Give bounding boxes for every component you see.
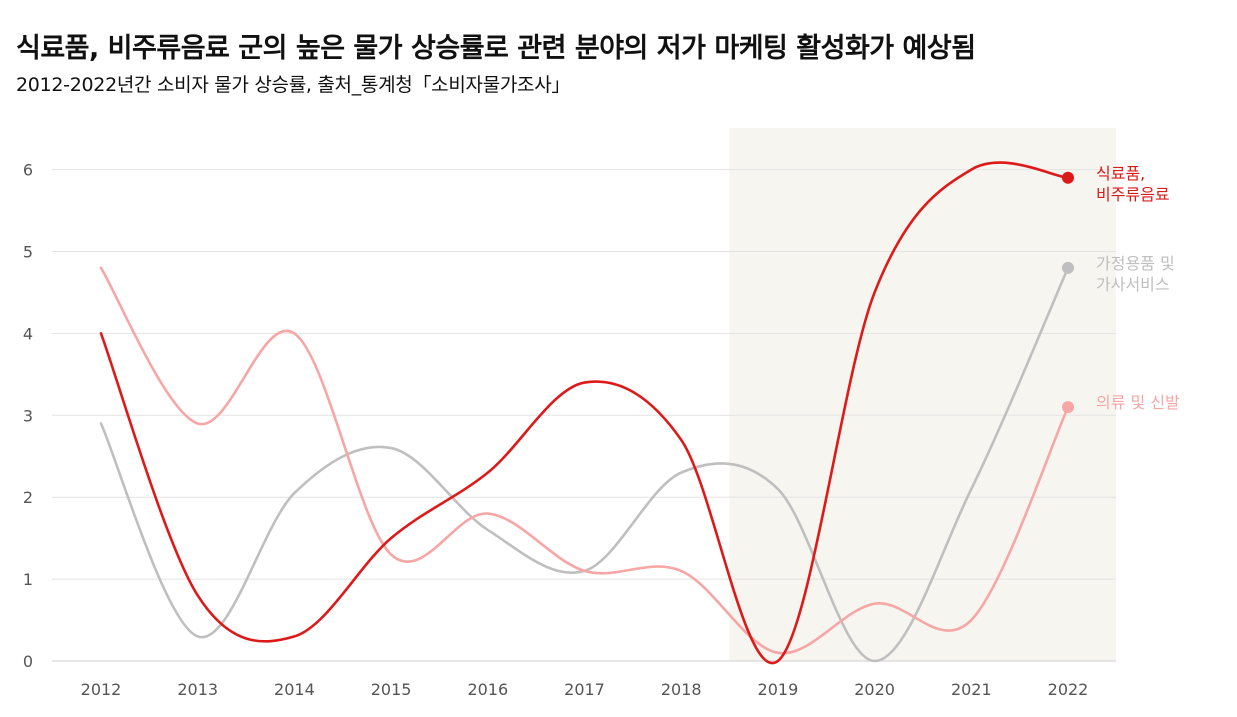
- x-tick-label: 2022: [1048, 680, 1089, 699]
- chart-subtitle: 2012-2022년간 소비자 물가 상승률, 출처_통계청「소비자물가조사」: [16, 74, 571, 96]
- series-line: [99, 266, 1070, 663]
- series-end-point: [1062, 401, 1074, 414]
- x-tick-label: 2012: [81, 680, 122, 699]
- y-tick-label: 2: [23, 488, 33, 507]
- y-tick-label: 0: [23, 652, 33, 671]
- series-label: 비주류음료: [1096, 185, 1170, 204]
- y-tick-label: 6: [23, 161, 33, 180]
- y-tick-label: 3: [23, 406, 33, 425]
- highlight-band: [729, 128, 1116, 661]
- series-line: [99, 161, 1070, 665]
- x-tick-label: 2020: [854, 680, 895, 699]
- y-tick-label: 5: [23, 243, 33, 262]
- series-end-point: [1062, 261, 1074, 274]
- x-tick-label: 2017: [564, 680, 605, 699]
- x-tick-label: 2016: [467, 680, 508, 699]
- series-label: 의류 및 신발: [1096, 393, 1180, 412]
- x-tick-label: 2013: [177, 680, 218, 699]
- x-tick-label: 2015: [371, 680, 412, 699]
- series-end-point: [1062, 171, 1074, 184]
- y-tick-label: 4: [23, 324, 33, 343]
- chart-title: 식료품, 비주류음료 군의 높은 물가 상승률로 관련 분야의 저가 마케팅 활…: [16, 33, 976, 64]
- y-tick-label: 1: [23, 570, 33, 589]
- x-tick-label: 2019: [758, 680, 799, 699]
- series-label: 가사서비스: [1096, 275, 1170, 294]
- series-label: 가정용품 및: [1096, 254, 1175, 273]
- x-tick-label: 2021: [951, 680, 992, 699]
- series-label: 식료품,: [1096, 164, 1145, 183]
- x-tick-label: 2018: [661, 680, 702, 699]
- x-tick-label: 2014: [274, 680, 315, 699]
- series-line: [99, 266, 1070, 655]
